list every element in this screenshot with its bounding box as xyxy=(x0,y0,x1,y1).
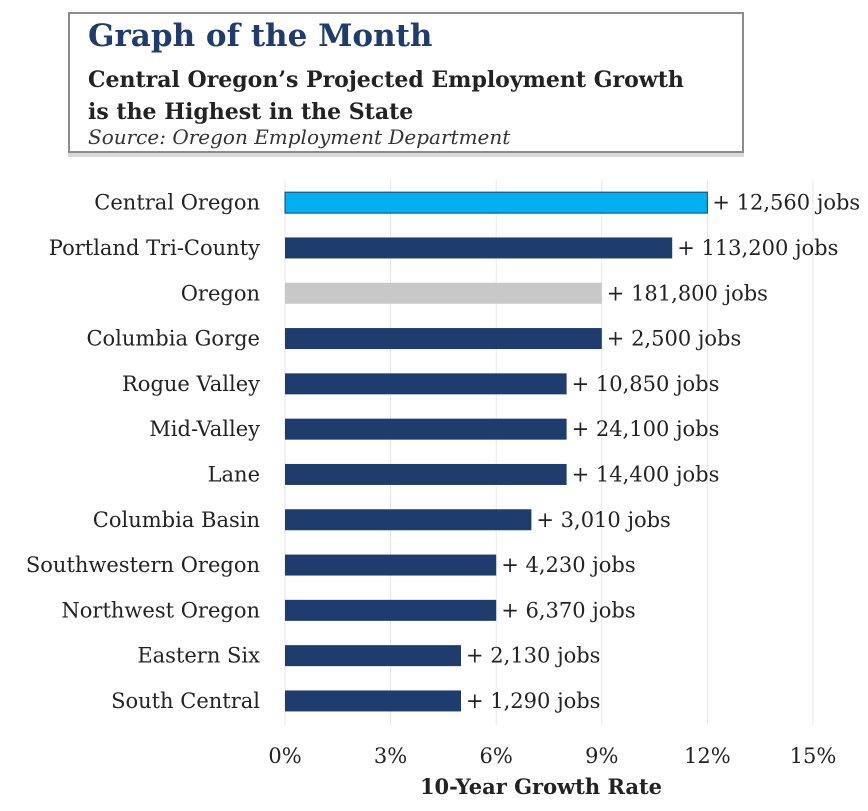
x-tick-label: 12% xyxy=(684,744,731,768)
bar xyxy=(285,418,567,440)
bar xyxy=(285,645,461,667)
category-label: Northwest Oregon xyxy=(61,598,260,622)
bar xyxy=(284,191,708,214)
subtitle-line-1: Central Oregon’s Projected Employment Gr… xyxy=(88,67,684,93)
data-label: + 4,230 jobs xyxy=(501,553,635,577)
category-label: Oregon xyxy=(181,281,260,305)
data-label: + 6,370 jobs xyxy=(501,598,635,622)
x-tick-label: 3% xyxy=(374,744,407,768)
x-tick-label: 9% xyxy=(585,744,618,768)
bar xyxy=(285,463,567,485)
bar xyxy=(285,282,602,304)
category-label: Rogue Valley xyxy=(122,372,260,396)
chart-subtitle: Central Oregon’s Projected Employment Gr… xyxy=(88,64,728,128)
data-label: + 24,100 jobs xyxy=(572,417,720,441)
x-tick-label: 15% xyxy=(790,744,837,768)
data-label: + 2,130 jobs xyxy=(466,644,600,668)
category-label: Central Oregon xyxy=(94,191,260,215)
category-label: South Central xyxy=(111,689,260,713)
data-label: + 1,290 jobs xyxy=(466,689,600,713)
category-label: Mid-Valley xyxy=(149,417,260,441)
bar xyxy=(285,599,497,621)
category-label: Eastern Six xyxy=(137,644,260,668)
header-box: Graph of the Month Central Oregon’s Proj… xyxy=(68,12,744,153)
chart-title: Graph of the Month xyxy=(88,18,433,54)
data-label: + 113,200 jobs xyxy=(677,236,838,260)
category-label: Portland Tri-County xyxy=(49,236,260,260)
data-label: + 12,560 jobs xyxy=(712,191,860,215)
x-axis-title: 10-Year Growth Rate xyxy=(420,774,662,799)
bar xyxy=(285,690,461,712)
bar xyxy=(285,373,567,395)
x-tick-label: 6% xyxy=(480,744,513,768)
bar xyxy=(285,328,602,350)
x-tick-label: 0% xyxy=(268,744,301,768)
data-label: + 181,800 jobs xyxy=(607,281,768,305)
category-label: Southwestern Oregon xyxy=(26,553,260,577)
category-label: Lane xyxy=(208,462,260,486)
category-label: Columbia Gorge xyxy=(86,327,260,351)
data-label: + 10,850 jobs xyxy=(572,372,720,396)
bar xyxy=(285,509,532,531)
data-label: + 3,010 jobs xyxy=(536,508,670,532)
chart-source: Source: Oregon Employment Department xyxy=(88,125,511,149)
subtitle-line-2: is the Highest in the State xyxy=(88,99,414,125)
data-label: + 2,500 jobs xyxy=(607,327,741,351)
category-label: Columbia Basin xyxy=(93,508,260,532)
data-label: + 14,400 jobs xyxy=(572,462,720,486)
bar xyxy=(285,554,497,576)
bar xyxy=(285,237,673,259)
